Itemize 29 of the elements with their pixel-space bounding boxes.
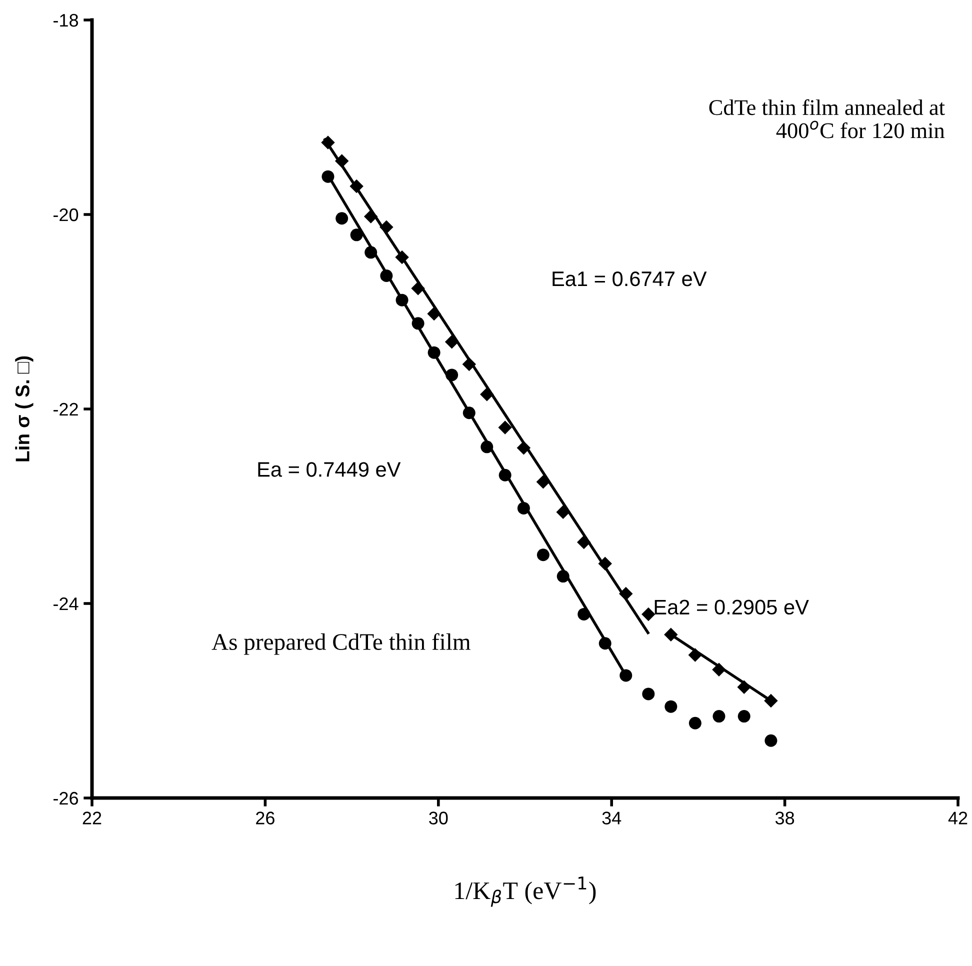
y-tick-label: -26 [54,792,78,805]
point [642,688,655,700]
x-tick-label: 38 [775,812,794,824]
point [350,228,363,242]
x-tick-label: 42 [948,812,968,824]
y-axis-title: Lin σ ( S. □) [15,356,34,462]
annotation: As prepared CdTe thin film [212,633,470,655]
x-tick-label: 30 [429,812,448,824]
annotation: Ea2 = 0.2905 eV [654,600,809,615]
point [738,710,750,723]
y-tick-label: -20 [54,208,78,222]
x-tick-label: 26 [256,812,274,824]
point [498,420,512,434]
y-tick-label: -24 [54,597,78,610]
annotation: CdTe thin film annealed at 400$^{o}$C for 120 min [709,99,945,138]
x-tick-label: 34 [602,812,622,824]
point [712,710,726,723]
y-tick-label: -18 [54,14,78,27]
annotation: Ea = 0.7449 eV [258,462,401,477]
point [764,734,778,747]
point [664,700,678,713]
x-tick-label: 22 [82,812,102,824]
point [336,212,348,225]
point [642,607,656,622]
point [536,548,550,562]
annotation: Ea1 = 0.6747 eV [552,271,707,286]
x-axis-title: 1/K$_{β}$T (eV$^{−1}$) [455,876,596,907]
point [688,716,702,730]
y-tick-label: -22 [54,402,78,416]
